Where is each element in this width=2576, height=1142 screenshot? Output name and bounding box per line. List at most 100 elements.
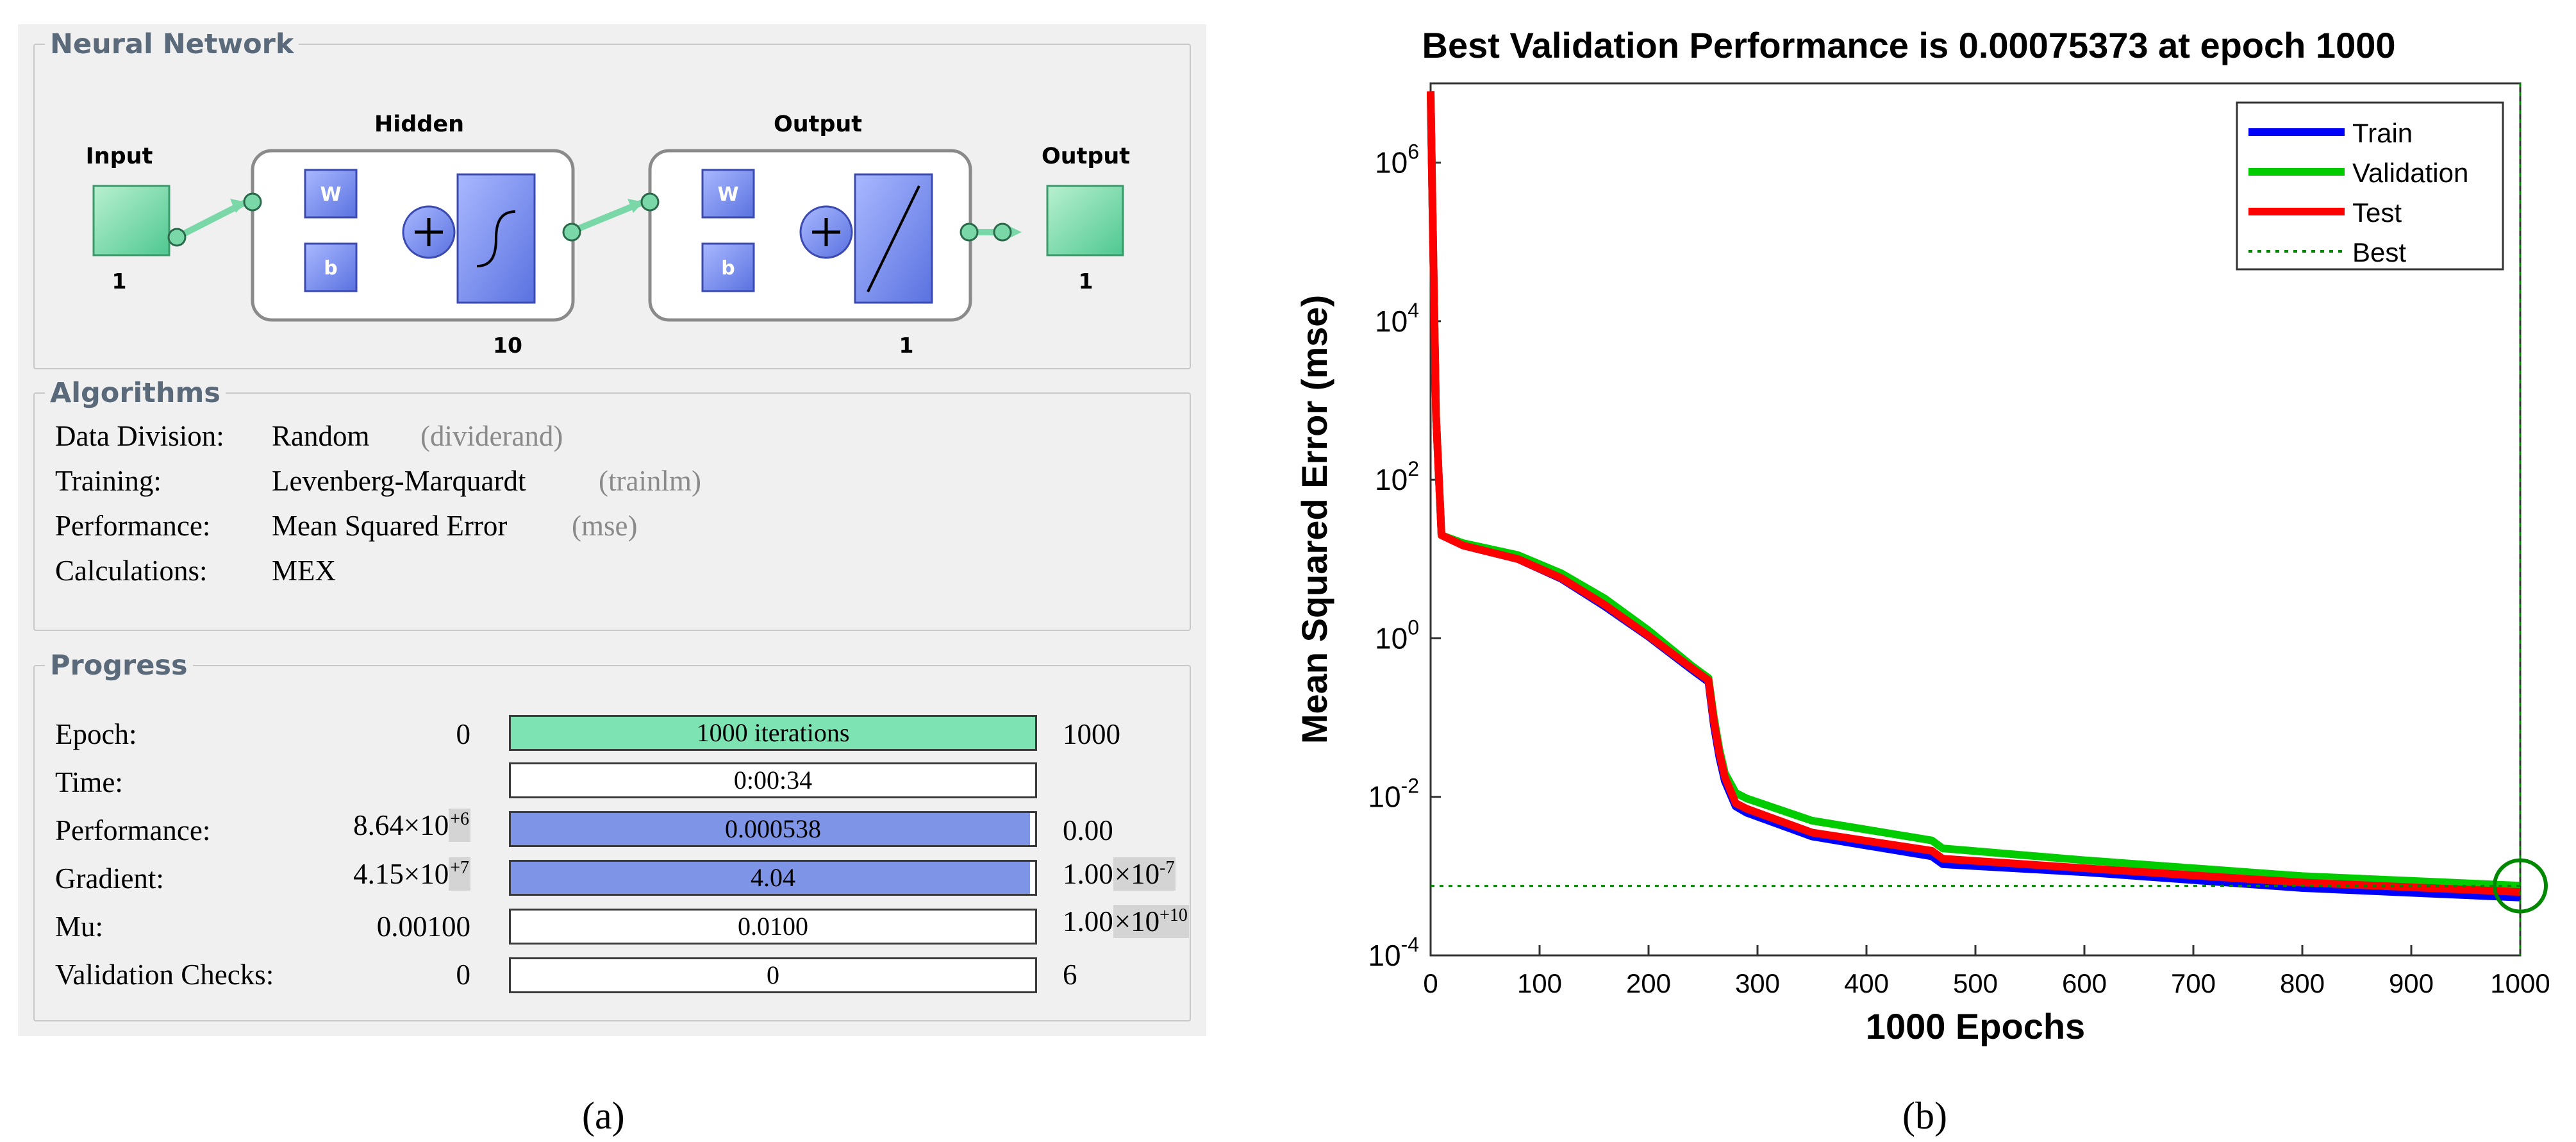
performance-bar-text: 0.000538 bbox=[725, 814, 821, 843]
mu-bar-text: 0.0100 bbox=[738, 912, 808, 941]
data-division-fn: (dividerand) bbox=[420, 420, 563, 452]
output-size: 1 bbox=[1079, 269, 1093, 294]
series-lines bbox=[1427, 91, 2521, 902]
legend-box bbox=[2236, 101, 2504, 271]
mu-end-mantissa: 1.00 bbox=[1063, 905, 1113, 937]
output-weight-block bbox=[701, 169, 755, 219]
legend-train-label: Train bbox=[2352, 118, 2413, 148]
input-block bbox=[92, 185, 170, 256]
input-size: 1 bbox=[112, 269, 127, 294]
y-tick-label: 10-4 bbox=[1368, 933, 1419, 972]
output-out-node bbox=[960, 223, 979, 242]
y-tick-label: 102 bbox=[1375, 457, 1419, 496]
validation-checks-label: Validation Checks: bbox=[55, 959, 274, 991]
output-layer-size: 1 bbox=[899, 333, 914, 358]
time-bar-text: 0:00:34 bbox=[733, 766, 813, 794]
x-tick-label: 1000 bbox=[2490, 968, 2550, 998]
time-bar: 0:00:34 bbox=[509, 762, 1037, 798]
x-tick-label: 200 bbox=[1626, 968, 1671, 998]
data-division-value: Random bbox=[272, 420, 370, 452]
gradient-start: 4.15×10+7 bbox=[201, 857, 470, 891]
gradient-bar-text: 4.04 bbox=[751, 863, 795, 892]
algorithms-title: Algorithms bbox=[45, 377, 226, 409]
time-label: Time: bbox=[55, 766, 123, 798]
plus-icon bbox=[812, 218, 840, 246]
best-markers bbox=[1431, 83, 2548, 955]
output-label: Output bbox=[1042, 144, 1130, 169]
gradient-label: Gradient: bbox=[55, 862, 164, 894]
training-label: Training: bbox=[55, 465, 162, 497]
performance-bar-fill bbox=[511, 813, 1030, 845]
performance-fn: (mse) bbox=[572, 510, 638, 542]
calculations-label: Calculations: bbox=[55, 555, 208, 587]
gradient-start-exponent: +7 bbox=[450, 858, 469, 878]
epoch-bar: 1000 iterations bbox=[509, 715, 1037, 751]
validation-checks-end: 6 bbox=[1063, 959, 1077, 991]
tansig-icon bbox=[476, 210, 516, 267]
neural-network-title: Neural Network bbox=[45, 28, 299, 60]
gradient-end-times: ×10 bbox=[1114, 858, 1160, 890]
y-tick-labels: 10-4 10-2 100 102 104 106 bbox=[1368, 140, 1419, 972]
input-label: Input bbox=[86, 144, 153, 169]
epoch-start: 0 bbox=[456, 718, 471, 750]
x-tick-label: 100 bbox=[1517, 968, 1562, 998]
network-diagram: Input 1 Hidden W b 10 Output W bbox=[86, 112, 1130, 358]
mu-label: Mu: bbox=[55, 911, 104, 943]
series-test-line bbox=[1427, 91, 2521, 896]
validation-checks-bar-text: 0 bbox=[767, 961, 779, 989]
output-block bbox=[1046, 185, 1124, 256]
legend-best-label: Best bbox=[2352, 237, 2406, 267]
gradient-start-mantissa: 4.15×10 bbox=[353, 858, 449, 890]
epoch-label: Epoch: bbox=[55, 718, 137, 750]
x-axis-label: 1000 Epochs bbox=[1866, 1006, 2085, 1046]
x-tick-label: 400 bbox=[1844, 968, 1889, 998]
performance-bar: 0.000538 bbox=[509, 811, 1037, 847]
x-tick-label: 700 bbox=[2171, 968, 2216, 998]
x-tick-label: 800 bbox=[2280, 968, 2325, 998]
final-node bbox=[993, 223, 1012, 242]
plot-title: Best Validation Performance is 0.0007537… bbox=[1422, 25, 2396, 65]
performance-start: 8.64×10+6 bbox=[201, 809, 470, 842]
performance-start-exponent: +6 bbox=[450, 809, 469, 829]
epoch-bar-fill bbox=[511, 717, 1035, 749]
y-tick-label: 106 bbox=[1375, 140, 1419, 180]
purelin-icon bbox=[867, 185, 920, 292]
algorithms-group: Algorithms Data Division: Random (divide… bbox=[33, 377, 1191, 631]
epoch-bar-text: 1000 iterations bbox=[696, 718, 850, 747]
caption-a: (a) bbox=[582, 1095, 625, 1137]
legend-validation-label: Validation bbox=[2352, 158, 2468, 188]
hidden-in-node bbox=[243, 192, 262, 212]
best-point-marker bbox=[2493, 858, 2548, 914]
progress-title: Progress bbox=[45, 650, 193, 682]
data-division-label: Data Division: bbox=[55, 420, 224, 452]
performance-label: Performance: bbox=[55, 510, 211, 542]
hidden-bias-symbol: b bbox=[324, 257, 337, 280]
nntraintool-window: Neural Network bbox=[18, 24, 1206, 1036]
output-in-node bbox=[640, 192, 660, 212]
neural-network-group: Neural Network bbox=[33, 28, 1191, 369]
gradient-end-mantissa: 1.00 bbox=[1063, 858, 1113, 890]
gradient-bar: 4.04 bbox=[509, 860, 1037, 896]
mu-end: 1.00×10+10 bbox=[1063, 905, 1189, 938]
caption-b: (b) bbox=[1902, 1095, 1947, 1137]
x-tick-label: 0 bbox=[1423, 968, 1438, 998]
plus-icon bbox=[415, 218, 443, 246]
validation-checks-start: 0 bbox=[456, 959, 471, 991]
hidden-weight-block bbox=[304, 169, 358, 219]
gradient-end-exponent: -7 bbox=[1159, 858, 1175, 878]
gradient-bar-fill bbox=[511, 862, 1030, 894]
x-tick-label: 900 bbox=[2389, 968, 2434, 998]
y-tick-label: 10-2 bbox=[1368, 775, 1419, 814]
mu-start: 0.00100 bbox=[376, 911, 470, 943]
output-bias-symbol: b bbox=[721, 257, 735, 280]
output-bias-block bbox=[701, 242, 755, 292]
performance-end: 0.00 bbox=[1063, 814, 1113, 846]
hidden-weight-symbol: W bbox=[320, 183, 341, 206]
x-tick-label: 500 bbox=[1953, 968, 1998, 998]
legend: Train Validation Test Best bbox=[2236, 101, 2504, 271]
hidden-label: Hidden bbox=[374, 112, 464, 137]
progress-group: Progress Epoch: 0 1000 iterations 1000 T… bbox=[33, 650, 1191, 1021]
performance-value: Mean Squared Error bbox=[272, 510, 508, 542]
input-node bbox=[167, 228, 187, 247]
hidden-size: 10 bbox=[493, 333, 522, 358]
